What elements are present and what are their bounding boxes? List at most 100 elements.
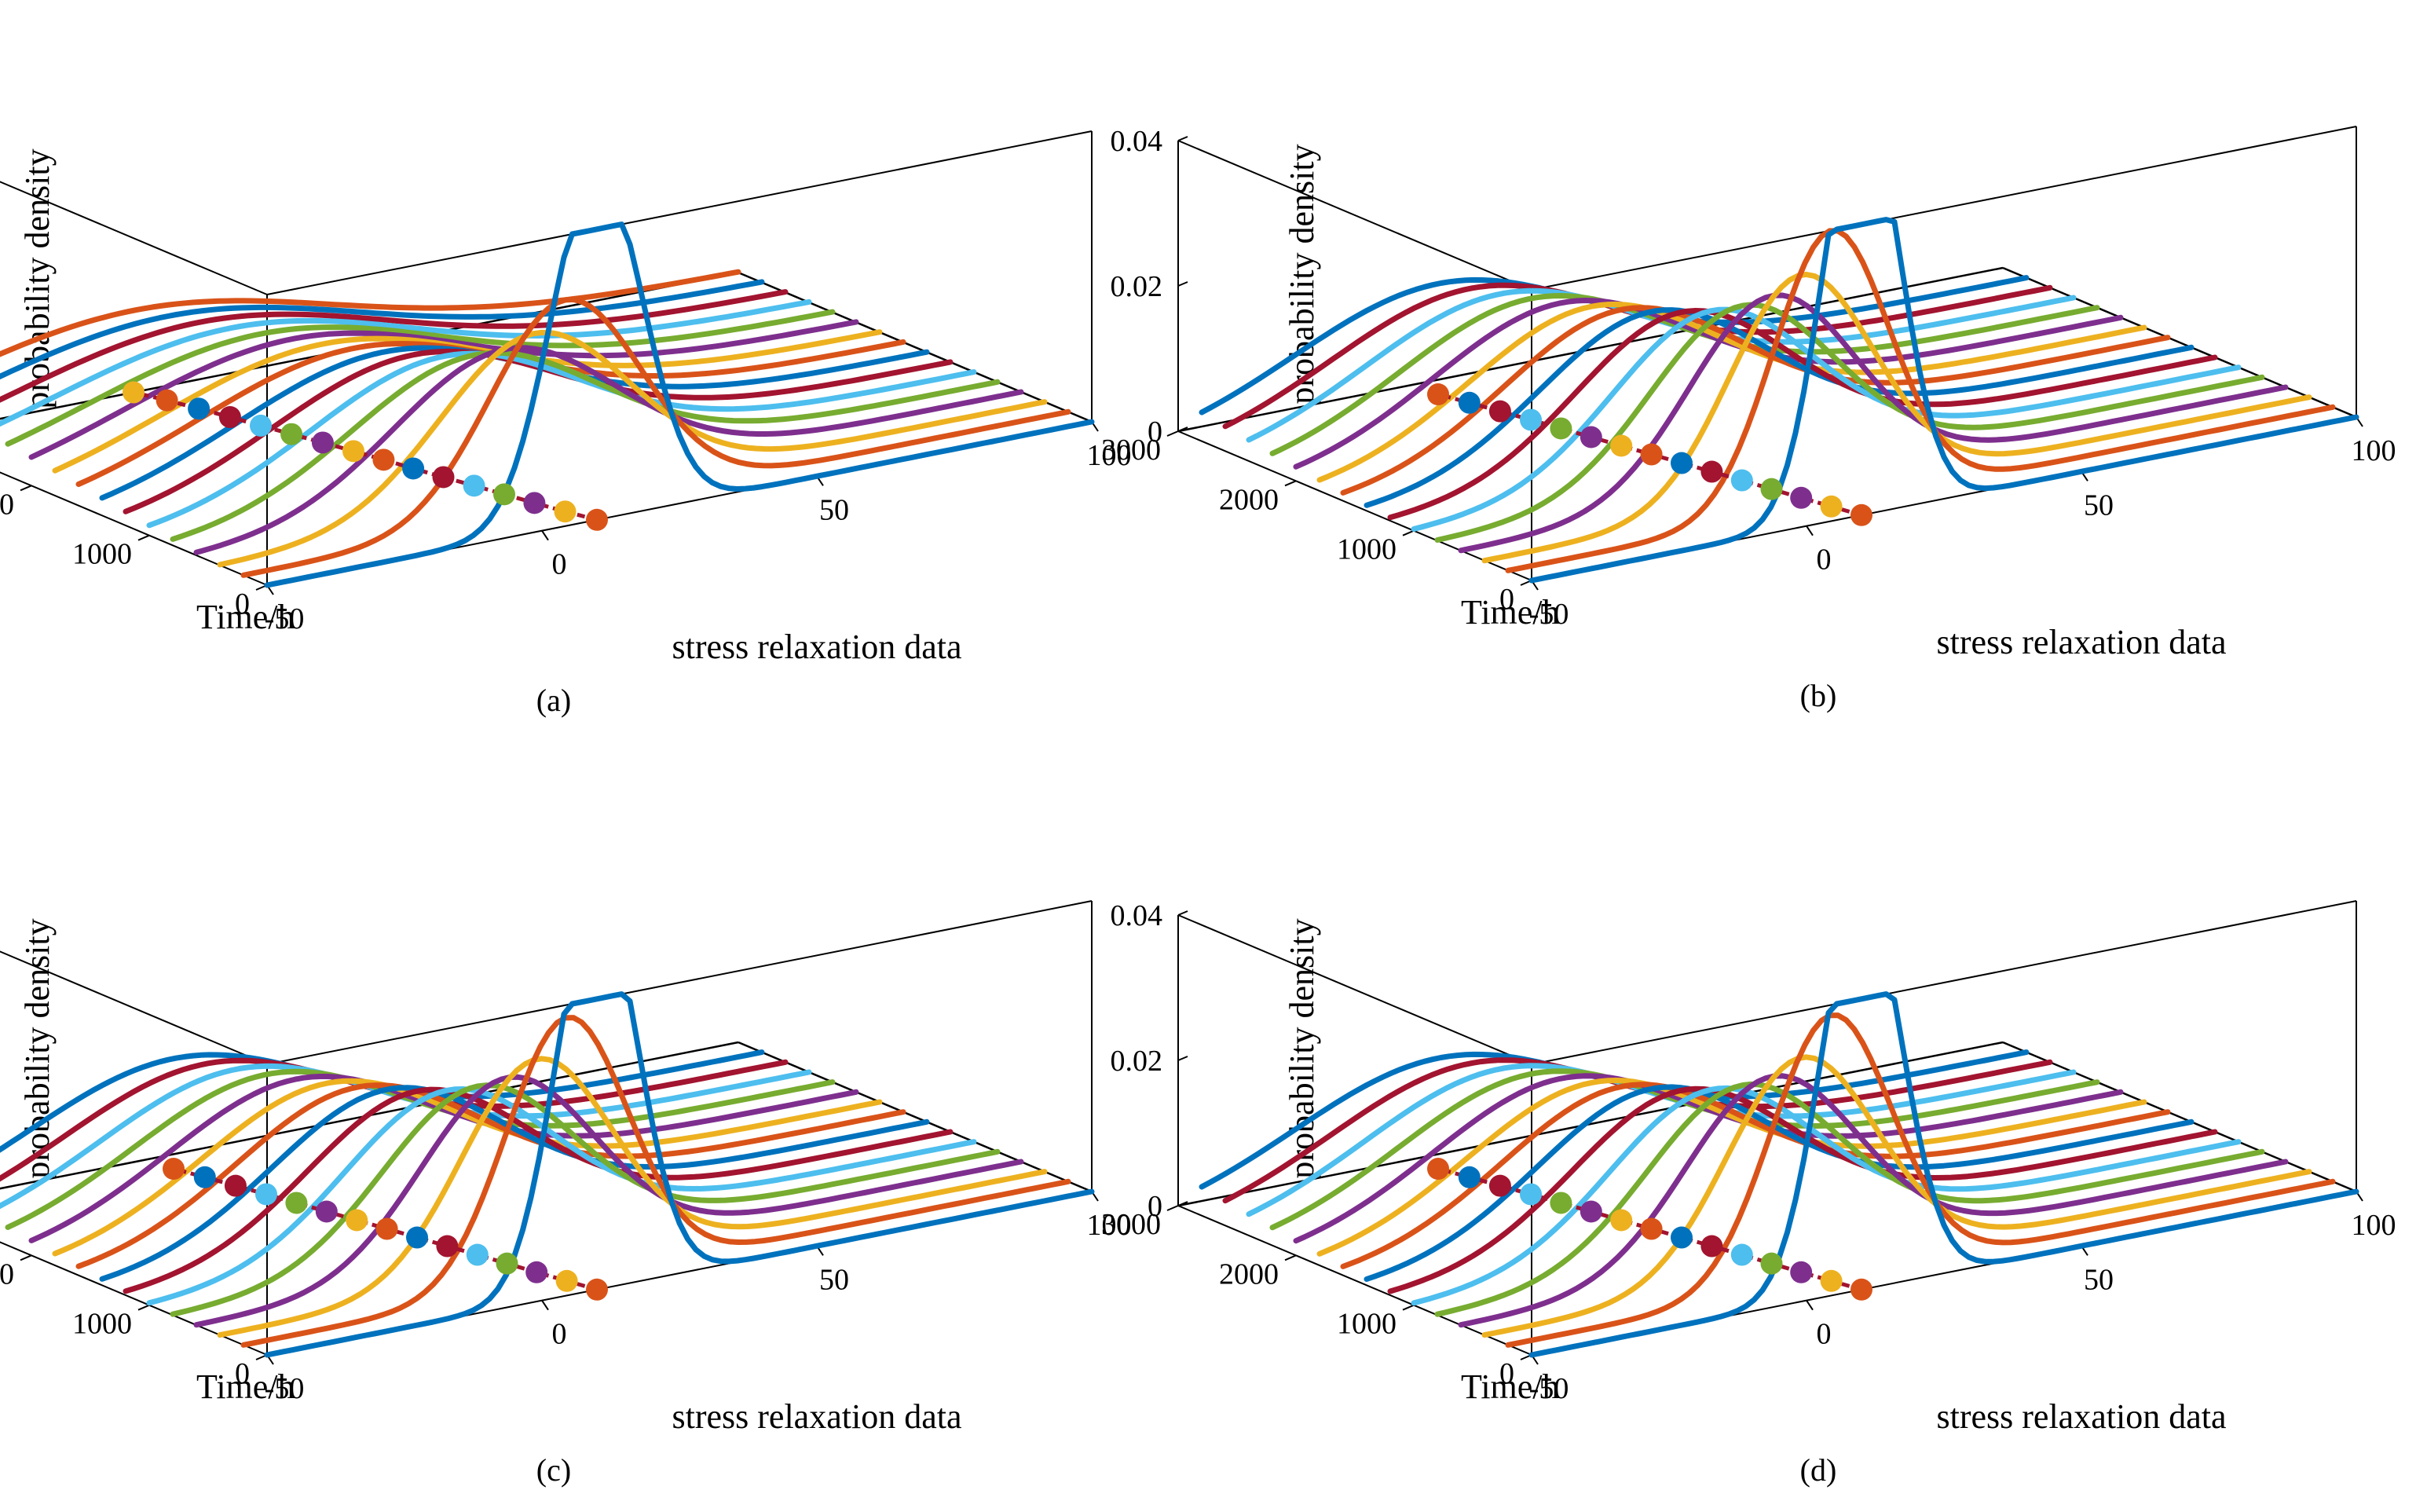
mean-marker <box>1671 1226 1693 1249</box>
mean-marker <box>372 448 395 471</box>
mean-marker <box>406 1226 428 1249</box>
time-tick-mark <box>20 485 32 492</box>
mean-marker <box>1820 1269 1843 1292</box>
z-tick-mark <box>1177 427 1188 432</box>
time-tick-mark <box>1284 1254 1297 1261</box>
z-tick-mark <box>1177 136 1188 141</box>
time-tick-label: 0 <box>1499 1357 1514 1390</box>
pdf-curve-series <box>123 1086 954 1294</box>
mean-marker <box>1610 1209 1633 1232</box>
x-tick-label: -50 <box>265 602 305 635</box>
pdf-curve-series <box>1505 1012 2336 1348</box>
time-tick-label: 1000 <box>1337 1308 1397 1341</box>
mean-marker <box>1458 1166 1481 1188</box>
mean-marker <box>1640 1217 1663 1240</box>
time-tick-mark <box>1284 480 1297 487</box>
pdf-curve-series <box>264 221 1095 588</box>
pdf-curve-series <box>193 1074 1024 1328</box>
time-tick-label: 0 <box>235 588 250 621</box>
pdf-curve-series <box>240 1015 1071 1348</box>
z-axis-label: probability density <box>1283 144 1321 404</box>
pdf-curve-series <box>1528 991 2359 1358</box>
pdf-curve-series <box>5 309 836 447</box>
mean-marker <box>315 1200 338 1223</box>
x-tick-mark <box>541 530 549 541</box>
time-tick-mark <box>20 1254 32 1261</box>
time-tick-mark <box>1402 529 1415 536</box>
pdf-curve-series <box>1505 228 2336 573</box>
time-axis-label: Time/h <box>196 1367 295 1406</box>
mean-marker <box>218 406 241 429</box>
pdf-curve-series <box>1528 217 2359 584</box>
time-tick-mark <box>1166 430 1179 437</box>
mean-marker <box>163 1158 185 1181</box>
mean-marker <box>1550 1192 1572 1214</box>
pdf-curve-series <box>28 319 859 460</box>
panel-c: 00.020.040100020003000-50050100probabili… <box>0 900 1132 1488</box>
time-tick-label: 2000 <box>1219 483 1279 516</box>
panel-caption: (a) <box>536 683 571 718</box>
x-tick-label: -50 <box>265 1372 305 1405</box>
mean-marker <box>1760 1252 1783 1275</box>
mean-marker <box>1610 434 1633 457</box>
x-axis-line <box>0 1041 739 1190</box>
z-tick-label: 0.04 <box>1111 899 1163 932</box>
pdf-curve-series <box>1293 298 2124 470</box>
x-tick-label: 50 <box>2084 1263 2114 1296</box>
mean-marker <box>1760 478 1783 500</box>
panel-b: 0 0.02 0.04 0 1000 2000 3000 -50 0 50 100 probabili… <box>1101 125 2396 713</box>
z-tick-label: 0 <box>1148 1190 1162 1223</box>
mean-marker <box>1730 469 1753 492</box>
mean-marker <box>496 1252 518 1275</box>
mean-marker <box>224 1174 247 1197</box>
mean-marker <box>1671 452 1693 474</box>
time-tick-label: 2000 <box>0 1258 14 1291</box>
x-tick-label: 50 <box>819 1263 849 1296</box>
mean-marker <box>375 1217 398 1240</box>
mean-marker <box>1488 400 1511 423</box>
mean-marker <box>436 1235 459 1258</box>
mean-marker <box>555 1269 578 1292</box>
mean-marker <box>432 466 455 489</box>
z-axis-label: probability density <box>18 918 57 1178</box>
pdf-curve-series <box>1434 302 2265 543</box>
time-tick-label: 0 <box>235 1357 250 1390</box>
mean-marker <box>1820 495 1843 518</box>
pdf-curve-series <box>1481 271 2312 564</box>
x-axis-label: stress relaxation data <box>1937 1397 2227 1436</box>
mean-marker <box>586 508 608 531</box>
x-tick-label: 100 <box>2352 1209 2396 1242</box>
mean-marker <box>250 414 272 437</box>
panel-caption: (c) <box>536 1452 571 1488</box>
pdf-curve-series <box>1387 1085 2218 1294</box>
side-wall-top-edge <box>266 900 1093 1065</box>
mean-marker <box>1700 1235 1723 1258</box>
pdf-curve-series <box>1364 1084 2195 1282</box>
time-axis-line <box>2002 266 2357 419</box>
time-tick-label: 2000 <box>0 488 14 521</box>
x-tick-mark <box>1806 525 1814 536</box>
pdf-curve-series <box>264 991 1095 1358</box>
mean-marker <box>1790 486 1813 509</box>
z-tick-label: 0.02 <box>1111 1045 1163 1078</box>
pdf-curve-series <box>1316 301 2147 483</box>
mean-marker <box>525 1261 548 1283</box>
mean-marker <box>1427 383 1449 406</box>
pdf-curve-series <box>193 345 1024 555</box>
mean-marker <box>1520 408 1542 431</box>
mean-marker <box>1850 1278 1872 1301</box>
mean-marker <box>255 1183 277 1206</box>
time-tick-mark <box>1166 1205 1179 1211</box>
x-tick-label: 0 <box>1817 1318 1832 1351</box>
mean-marker <box>1520 1183 1542 1206</box>
mean-marker <box>1580 426 1602 448</box>
floor-back-edge <box>0 1241 268 1356</box>
time-tick-mark <box>1402 1304 1415 1311</box>
mean-trajectory-line <box>133 390 598 522</box>
time-tick-label: 1000 <box>1337 533 1397 566</box>
mean-marker <box>1790 1261 1813 1283</box>
time-axis-line <box>2002 1041 2357 1193</box>
z-tick-label: 0.02 <box>1111 270 1163 303</box>
mean-marker <box>554 500 577 523</box>
